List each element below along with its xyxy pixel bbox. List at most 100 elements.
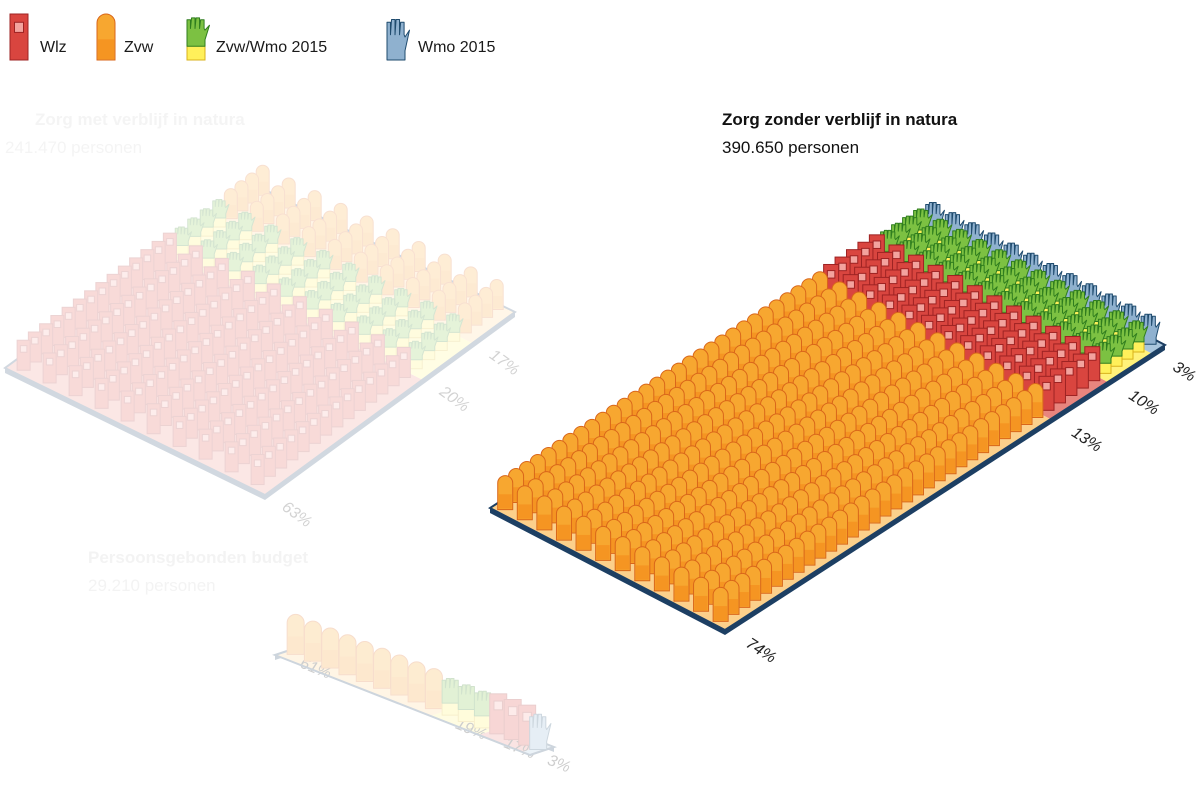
door-window (340, 364, 348, 372)
pill (405, 276, 420, 308)
pictogram (442, 281, 457, 313)
door-window (877, 283, 886, 292)
pictogram (337, 358, 352, 390)
door (229, 279, 244, 311)
pictogram (113, 332, 128, 364)
door-window (1022, 371, 1032, 381)
pictogram (312, 218, 327, 250)
door (240, 366, 255, 398)
door-window (366, 377, 374, 385)
pictogram (250, 454, 265, 486)
pictogram (42, 352, 57, 384)
pictogram (401, 248, 416, 280)
pill-shade (655, 575, 669, 590)
door-window (131, 358, 140, 367)
pictogram (421, 331, 439, 361)
door-window (139, 321, 147, 329)
pill (441, 692, 460, 716)
door (150, 336, 165, 368)
door-window (206, 271, 215, 280)
pictogram (105, 369, 120, 401)
group-title: Persoonsgebonden budget (88, 548, 308, 567)
door-window (109, 374, 117, 383)
pictogram (407, 661, 426, 703)
door (169, 291, 184, 323)
pictogram (286, 205, 301, 237)
pictogram (338, 231, 353, 263)
pictogram (84, 290, 99, 322)
hand (433, 322, 451, 342)
pill-shade (287, 222, 299, 236)
hand (369, 306, 387, 326)
pictogram (373, 647, 392, 689)
door-window (298, 426, 307, 435)
door-window (258, 392, 266, 401)
pictogram (441, 678, 464, 716)
pictogram (198, 428, 213, 460)
door-window (57, 349, 65, 358)
pill (286, 613, 305, 655)
door (261, 445, 276, 477)
door-window (247, 305, 256, 313)
door-window (135, 291, 144, 300)
hand (529, 713, 552, 750)
pill-shade (305, 643, 321, 661)
pictogram (217, 382, 232, 414)
pill (437, 253, 452, 285)
pill-shade (381, 281, 393, 294)
door-window (146, 379, 154, 388)
door-window (325, 343, 334, 352)
pill-shade (465, 283, 477, 296)
pill (200, 250, 215, 268)
door-window (90, 324, 99, 333)
pictogram (348, 350, 363, 382)
door-window (374, 339, 382, 348)
pill (330, 313, 345, 332)
door (225, 345, 240, 377)
pill (297, 197, 312, 229)
door-window (280, 376, 289, 384)
door (120, 390, 135, 422)
pictogram (150, 336, 165, 368)
pictogram (427, 261, 442, 293)
door-window (295, 397, 303, 405)
pictogram (291, 268, 309, 297)
door (217, 382, 232, 414)
pill (251, 244, 266, 263)
door (247, 329, 262, 361)
pill (245, 172, 260, 204)
door (198, 428, 213, 460)
pictogram (191, 370, 206, 402)
door (244, 299, 259, 331)
pictogram (369, 306, 387, 335)
pictogram (162, 232, 177, 264)
door (221, 316, 236, 348)
pictogram (575, 515, 592, 551)
door-window (303, 359, 311, 368)
hand (395, 318, 413, 339)
door-window (224, 417, 232, 426)
door (340, 388, 355, 420)
pictogram (244, 299, 259, 331)
door (76, 327, 91, 359)
door (140, 249, 155, 281)
pictogram (497, 475, 514, 511)
door-window (98, 287, 107, 296)
pill-shade (98, 39, 114, 59)
door-window (128, 329, 136, 337)
door-window (176, 325, 185, 334)
door (136, 315, 151, 347)
door (396, 346, 411, 378)
pill (278, 288, 293, 306)
pictogram (210, 324, 225, 356)
door-window (149, 408, 158, 417)
door-window (45, 357, 54, 366)
door (292, 391, 307, 423)
door (155, 270, 170, 302)
door-window (123, 395, 132, 404)
group-title: Zorg zonder verblijf in natura (722, 110, 958, 129)
pill-shade (365, 260, 377, 274)
door-window (950, 281, 960, 290)
pictogram (338, 634, 357, 676)
group: 74% 13% 10% 3% (488, 201, 1197, 667)
